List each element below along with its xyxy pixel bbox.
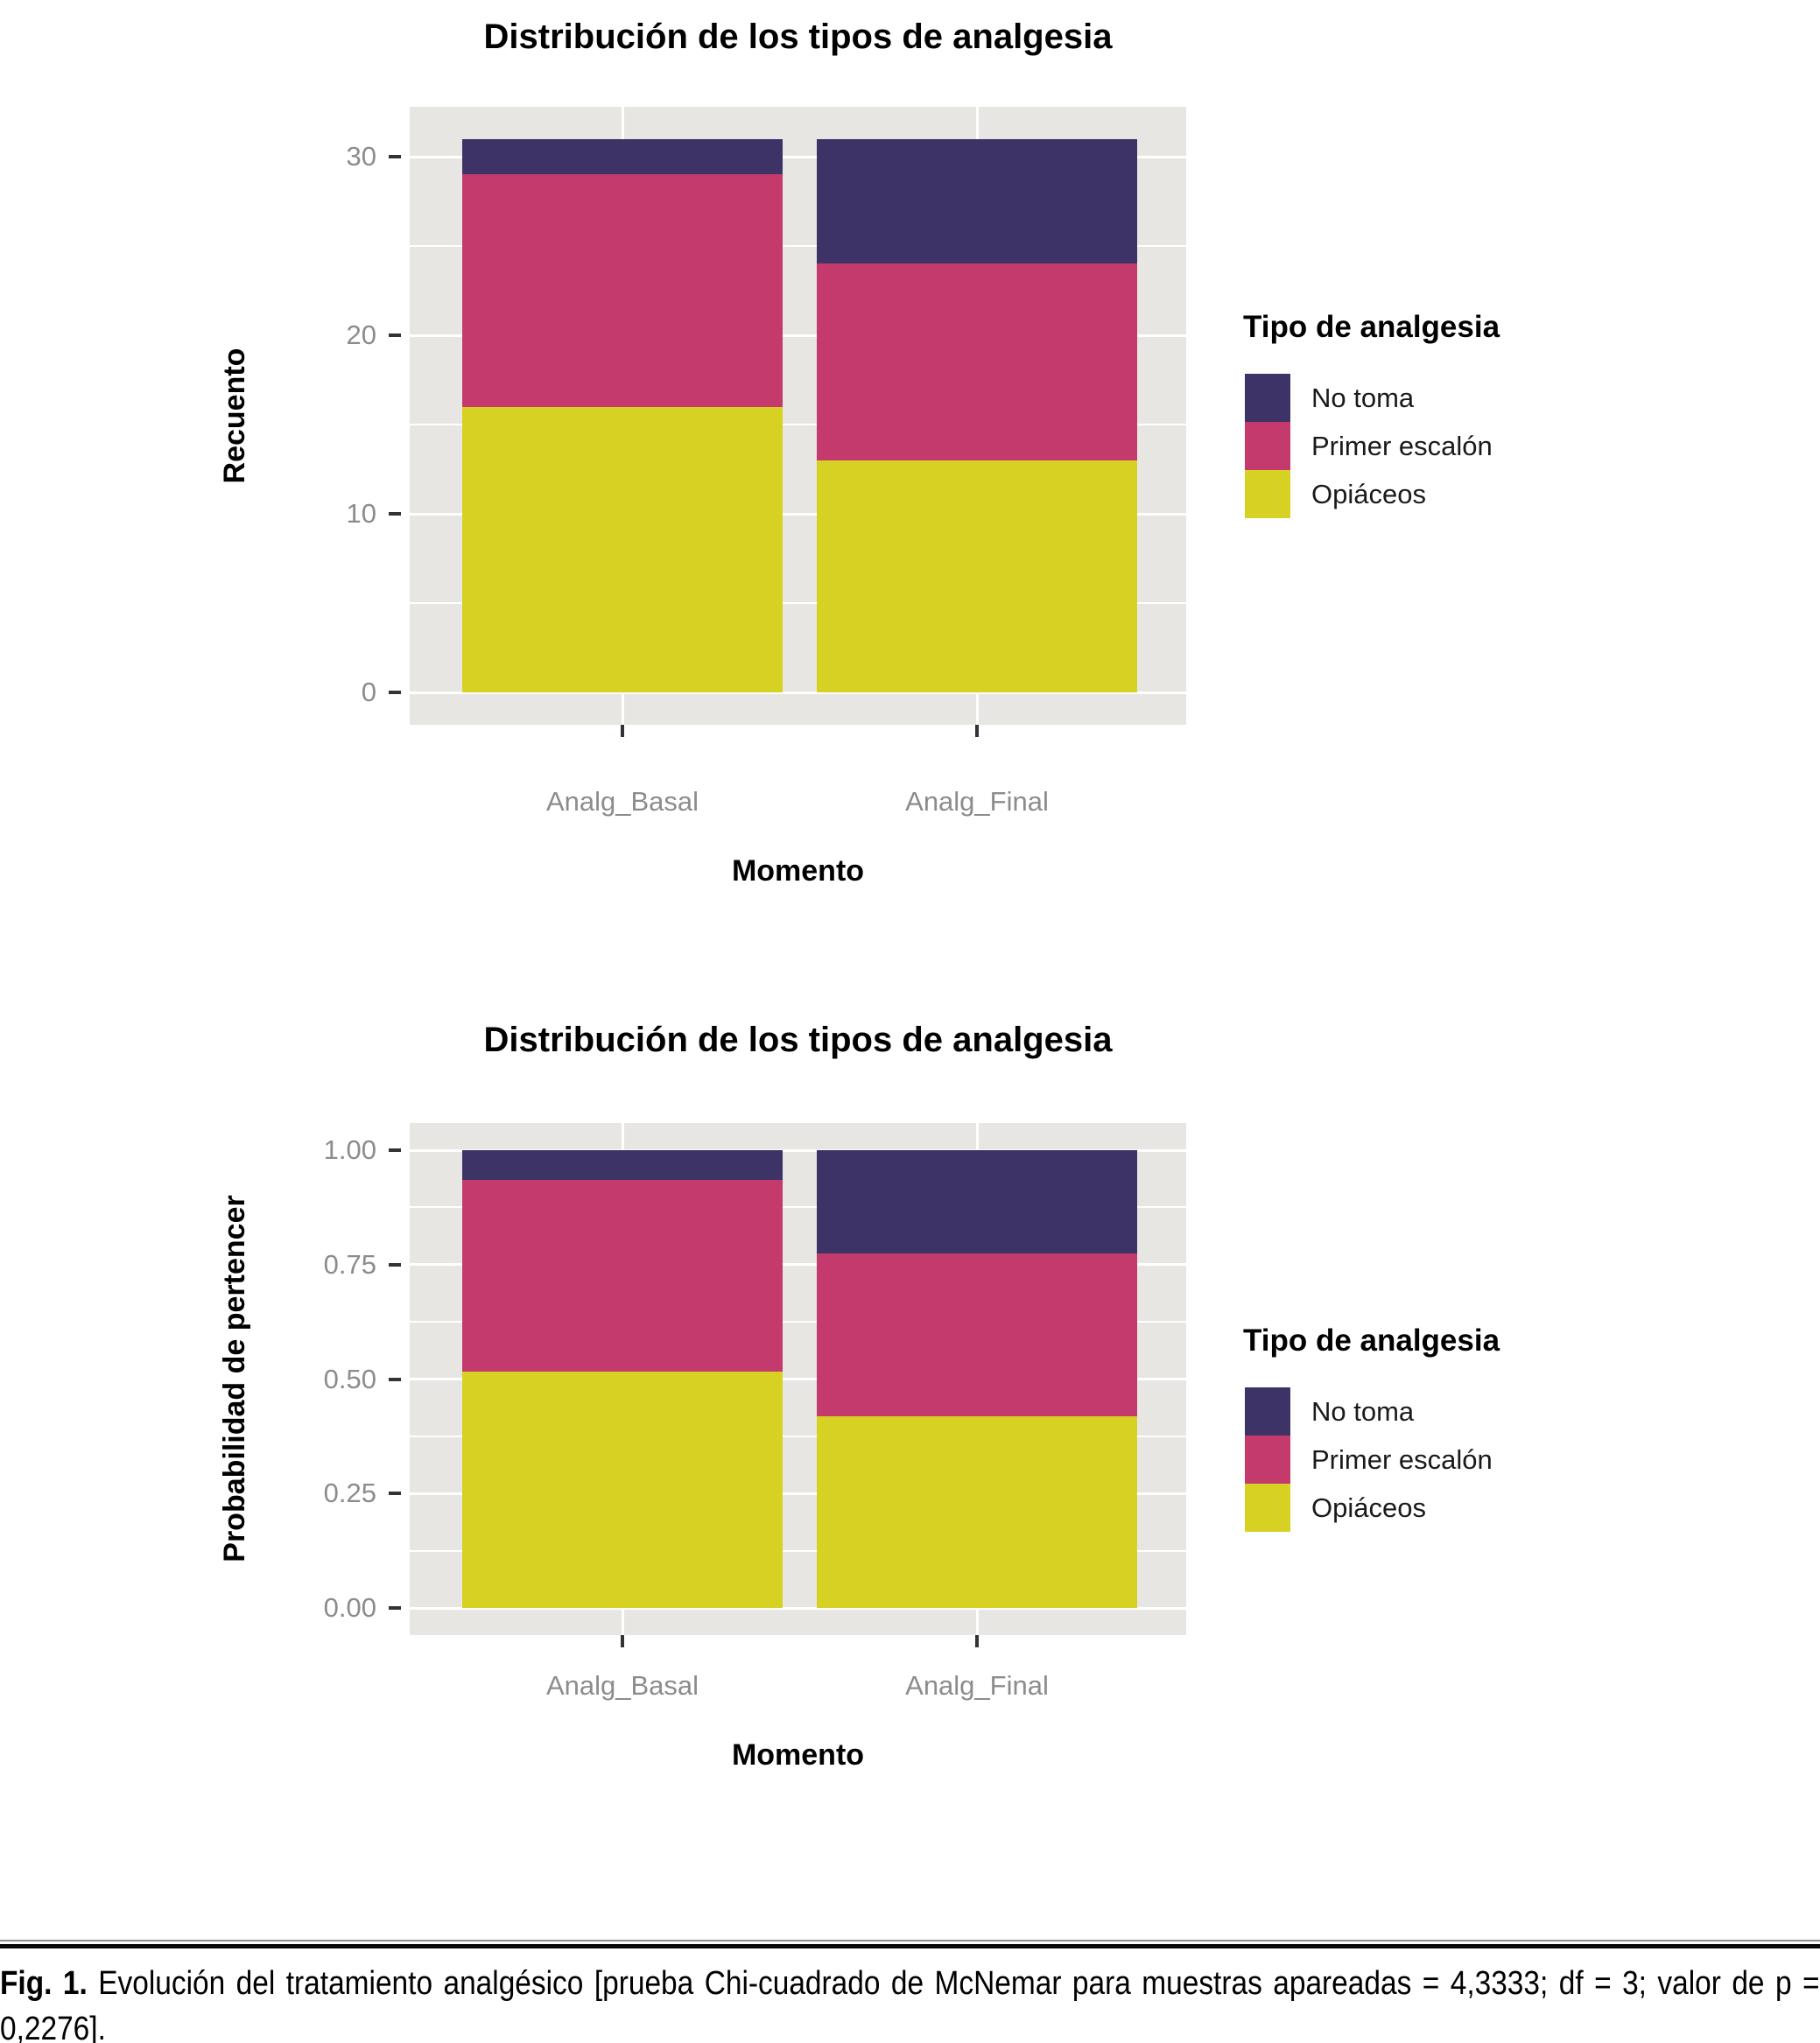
y-tick-label: 0.75 xyxy=(323,1248,376,1280)
bar-segment-primer-escalón xyxy=(462,1179,783,1373)
chart2-x-axis-title: Momento xyxy=(731,1738,865,1772)
bar-segment-primer-escalón xyxy=(817,1253,1137,1416)
chart1-title: Distribución de los tipos de analgesia xyxy=(483,18,1113,56)
chart1-plot-panel xyxy=(410,107,1186,725)
caption-rule-lower xyxy=(0,1944,1820,1948)
minor-gridline xyxy=(410,1321,1186,1323)
y-tick-mark xyxy=(389,1148,401,1152)
chart2-legend-title: Tipo de analgesia xyxy=(1243,1323,1500,1358)
minor-gridline xyxy=(410,424,1186,425)
chart2-title: Distribución de los tipos de analgesia xyxy=(483,1021,1113,1059)
bar-segment-opiáceos xyxy=(817,1415,1137,1608)
chart2-plot-panel xyxy=(410,1123,1186,1635)
bar-segment-primer-escalón xyxy=(817,263,1137,460)
legend-label: No toma xyxy=(1311,1396,1415,1427)
bar-segment-primer-escalón xyxy=(462,174,783,407)
x-tick-mark xyxy=(621,725,624,737)
major-gridline xyxy=(410,1606,1186,1610)
y-tick-label: 0 xyxy=(361,677,376,707)
figure-caption: Fig. 1. Evolución del tratamiento analgé… xyxy=(0,1961,1820,2043)
major-gridline xyxy=(410,1378,1186,1380)
x-tick-label: Analg_Basal xyxy=(545,786,699,817)
minor-gridline xyxy=(410,1206,1186,1209)
y-tick-label: 1.00 xyxy=(323,1134,376,1165)
legend-label: Primer escalón xyxy=(1311,431,1493,461)
y-tick-mark xyxy=(389,155,401,158)
minor-gridline xyxy=(410,1549,1186,1552)
minor-gridline xyxy=(410,245,1186,247)
chart1-x-axis-title: Momento xyxy=(731,854,865,888)
x-tick-mark xyxy=(975,725,979,737)
y-tick-mark xyxy=(389,1492,401,1496)
legend-label: Primer escalón xyxy=(1311,1444,1493,1475)
y-tick-mark xyxy=(389,1262,401,1267)
y-tick-label: 0.25 xyxy=(323,1478,376,1509)
legend-label: No toma xyxy=(1311,383,1415,413)
legend-swatch-primer-escalón xyxy=(1245,422,1290,470)
x-tick-label: Analg_Final xyxy=(905,1670,1049,1701)
bar-segment-no-toma xyxy=(817,138,1137,264)
major-gridline xyxy=(410,333,1186,337)
legend-swatch-opiáceos xyxy=(1245,470,1290,518)
legend-swatch-no-toma xyxy=(1245,374,1290,422)
y-tick-label: 20 xyxy=(346,319,376,350)
chart1-legend-title: Tipo de analgesia xyxy=(1243,310,1500,344)
figure-caption-label: Fig. 1. xyxy=(0,1965,88,2002)
y-tick-mark xyxy=(389,512,401,516)
y-tick-mark xyxy=(389,1377,401,1381)
y-tick-mark xyxy=(389,691,401,694)
bar-segment-opiáceos xyxy=(817,460,1137,692)
minor-gridline xyxy=(410,602,1186,604)
bar-segment-opiáceos xyxy=(462,1372,783,1608)
x-tick-mark xyxy=(975,1635,979,1647)
major-gridline xyxy=(410,1492,1186,1495)
major-gridline xyxy=(410,1263,1186,1267)
chart1-y-axis-title: Recuento xyxy=(218,348,251,484)
legend-swatch-opiáceos xyxy=(1245,1484,1290,1532)
bar-segment-no-toma xyxy=(817,1150,1137,1254)
y-tick-label: 0.50 xyxy=(323,1363,376,1394)
chart2-y-axis-title: Probabilidad de pertencer xyxy=(218,1195,251,1562)
major-gridline xyxy=(410,155,1186,158)
y-tick-label: 10 xyxy=(346,498,376,529)
legend-label: Opiáceos xyxy=(1311,1492,1426,1523)
legend-label: Opiáceos xyxy=(1311,479,1426,509)
caption-rule-upper xyxy=(0,1940,1820,1941)
bar-segment-no-toma xyxy=(462,1150,783,1180)
y-tick-mark xyxy=(389,333,401,337)
legend-swatch-primer-escalón xyxy=(1245,1436,1290,1484)
x-tick-label: Analg_Basal xyxy=(545,1670,699,1701)
legend-swatch-no-toma xyxy=(1245,1387,1290,1436)
bar-segment-no-toma xyxy=(462,138,783,175)
x-tick-mark xyxy=(621,1635,624,1647)
x-tick-label: Analg_Final xyxy=(905,786,1049,817)
y-tick-mark xyxy=(389,1606,401,1610)
y-tick-label: 30 xyxy=(346,141,376,172)
major-gridline xyxy=(410,691,1186,694)
major-gridline xyxy=(410,1148,1186,1152)
major-gridline xyxy=(410,512,1186,516)
figure-caption-text: Evolución del tratamiento analgésico [pr… xyxy=(0,1965,1820,2043)
y-tick-label: 0.00 xyxy=(323,1592,376,1623)
minor-gridline xyxy=(410,1435,1186,1437)
bar-segment-opiáceos xyxy=(462,406,783,692)
